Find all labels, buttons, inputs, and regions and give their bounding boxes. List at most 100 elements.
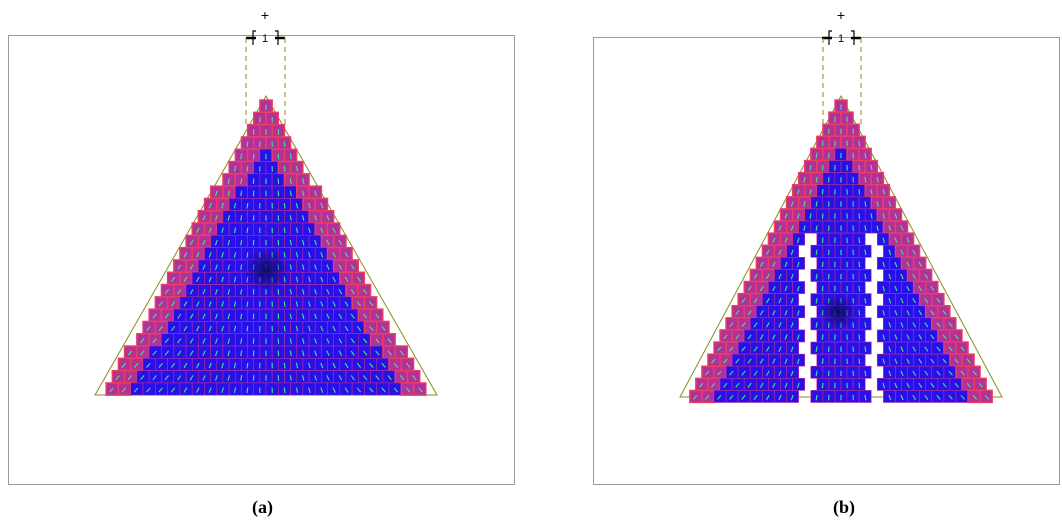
- panel-a-vector-arrow: [246, 362, 249, 369]
- panel-b-vector-arrow: [784, 285, 788, 292]
- panel-b-vector-arrow: [753, 298, 758, 304]
- panel-a-vector-arrow: [121, 362, 127, 368]
- panel-b-vector-arrow: [809, 213, 812, 219]
- panel-a-vector-arrow: [183, 387, 188, 393]
- panel-a-vector-arrow: [314, 215, 318, 221]
- panel-b-vector-arrow: [796, 310, 800, 316]
- panel-a-vector-arrow: [196, 387, 200, 393]
- panel-b-vector-arrow: [864, 394, 867, 401]
- panel-b-vector-arrow: [821, 285, 824, 292]
- panel-a-vector-arrow: [356, 276, 362, 282]
- panel-b-vector-arrow: [972, 370, 978, 376]
- panel-b-vector-arrow: [930, 334, 935, 340]
- panel-a-vector-arrow: [412, 375, 417, 381]
- panel-b-vector-arrow: [778, 273, 782, 280]
- panel-b-vector-arrow: [882, 189, 886, 195]
- panel-b-vector-arrow: [924, 394, 929, 401]
- panel-a-vector-arrow: [227, 288, 231, 295]
- panel-a-vector-arrow: [133, 387, 139, 393]
- panel-a-vector-arrow: [140, 338, 145, 344]
- panel-b-vector-arrow: [815, 273, 818, 280]
- panel-b-vector-arrow: [784, 334, 788, 340]
- panel-a-vector-arrow: [295, 165, 299, 172]
- panel-a-vector-arrow: [240, 178, 243, 184]
- panel-a-vector-arrow: [177, 313, 182, 319]
- panel-b-vector-arrow: [803, 177, 806, 183]
- panel-a-vector-arrow: [405, 387, 411, 393]
- panel-a-vector-arrow: [283, 325, 286, 332]
- panel-b-vector-arrow: [876, 225, 879, 231]
- panel-a-vector-arrow: [208, 202, 212, 209]
- panel-a-vector-arrow: [246, 141, 249, 148]
- panel-a-vector-arrow: [189, 289, 194, 295]
- panel-b-vector-arrow: [772, 382, 776, 389]
- panel-a-vector-arrow: [233, 362, 237, 369]
- panel-b-vector-arrow: [790, 273, 794, 280]
- panel-b-vector-arrow: [790, 201, 794, 207]
- panel-b-vector-arrow: [815, 225, 818, 232]
- panel-a-vector-arrow: [375, 350, 380, 356]
- panel-a-vector-arrow: [301, 288, 305, 295]
- panel-b-vector-arrow: [918, 261, 923, 267]
- panel-a-vector-arrow: [196, 276, 200, 283]
- panel-b-vector-arrow: [984, 394, 990, 400]
- panel-a-vector-arrow: [152, 350, 157, 356]
- panel-b-vector-arrow: [784, 237, 788, 243]
- panel-a-vector-arrow: [227, 375, 231, 381]
- panel-b-vector-arrow: [790, 249, 794, 256]
- panel-a-vector-arrow: [227, 313, 231, 320]
- panel-a-vector-arrow: [283, 301, 286, 307]
- panel-a-vector-arrow: [375, 338, 380, 344]
- panel-a-triangle: [94, 94, 438, 396]
- panel-a-vector-arrow: [289, 153, 292, 160]
- panel-a-vector-arrow: [320, 387, 324, 393]
- panel-a-vector-arrow: [338, 239, 343, 246]
- panel-a-vector-arrow: [314, 375, 318, 381]
- panel-a-vector-arrow: [362, 313, 368, 319]
- panel-a-vector-arrow: [314, 338, 318, 344]
- panel-a-vector-arrow: [326, 215, 330, 221]
- panel-b-vector-arrow: [766, 322, 770, 328]
- panel-a-vector-arrow: [369, 301, 374, 307]
- panel-a-vector-arrow: [170, 276, 176, 282]
- panel-b-vector-arrow: [753, 346, 758, 352]
- panel-a-vector-arrow: [405, 362, 411, 368]
- panel-b-vector-arrow: [741, 322, 746, 328]
- panel-a-vector-arrow: [332, 362, 336, 369]
- panel-a-vector-arrow: [208, 252, 212, 258]
- panel-b-vector-arrow: [906, 382, 910, 389]
- panel-b-vector-arrow: [912, 370, 916, 376]
- panel-a-vector-arrow: [295, 301, 299, 307]
- panel-a-vector-arrow: [418, 387, 423, 393]
- panel-b-vector-arrow: [790, 322, 794, 328]
- panel-b-vector-arrow: [888, 322, 892, 328]
- panel-b-vector-arrow: [870, 164, 873, 171]
- panel-b-vector-arrow: [888, 273, 892, 280]
- panel-a-vector-arrow: [308, 325, 311, 332]
- panel-a-vector-arrow: [301, 375, 305, 381]
- panel-b-vector-arrow: [858, 140, 861, 147]
- panel-a-vector-arrow: [214, 264, 218, 270]
- panel-b-vector-arrow: [747, 382, 752, 388]
- panel-b-vector-arrow: [778, 394, 782, 401]
- panel-b-vector-arrow: [723, 382, 728, 388]
- panel-a-vector-arrow: [189, 350, 194, 356]
- panel-b-vector-arrow: [790, 225, 794, 231]
- panel-a-vector-arrow: [295, 387, 299, 394]
- panel-a-vector-arrow: [375, 313, 380, 319]
- panel-a-vector-arrow: [227, 215, 231, 221]
- panel-b-vector-arrow: [784, 213, 788, 219]
- panel-a-vector-arrow: [338, 375, 343, 381]
- panel-a-vector-arrow: [240, 375, 243, 381]
- panel-a-vector-arrow: [301, 264, 305, 271]
- panel-b-vector-arrow: [778, 322, 782, 328]
- panel-a-vector-arrow: [246, 166, 249, 172]
- panel-b-vector-arrow: [815, 152, 818, 159]
- panel-b-vector-arrow: [803, 225, 806, 231]
- panel-b-vector-arrow: [906, 285, 910, 292]
- panel-b-vector-arrow: [864, 273, 867, 280]
- panel-a-vector-arrow: [221, 387, 224, 393]
- panel-a-vector-arrow: [140, 350, 145, 356]
- panel-b-vector-arrow: [815, 297, 818, 304]
- panel-b-vector-arrow: [747, 310, 752, 316]
